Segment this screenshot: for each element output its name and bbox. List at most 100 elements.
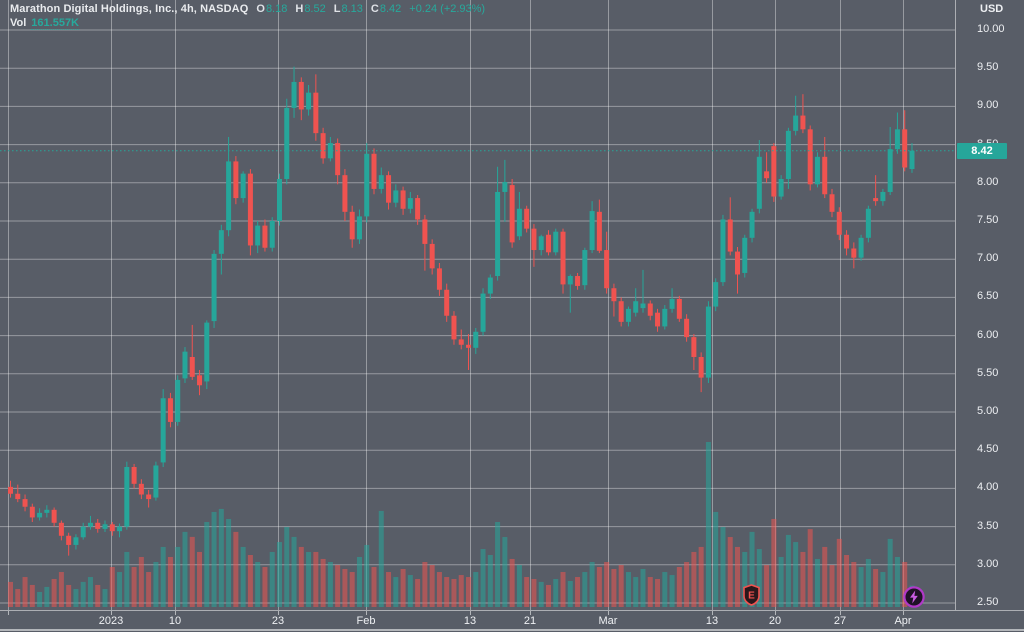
volume-bar bbox=[44, 586, 50, 607]
volume-bar bbox=[436, 572, 442, 607]
candle-body-up bbox=[255, 225, 261, 246]
volume-bar bbox=[596, 567, 602, 607]
volume-bar bbox=[204, 521, 210, 607]
time-tickmark bbox=[278, 611, 279, 615]
volume-value: 161.557K bbox=[31, 17, 80, 30]
volume-bar bbox=[182, 531, 188, 607]
candle-body-down bbox=[386, 175, 392, 203]
candle-body-down bbox=[167, 398, 173, 422]
volume-bar bbox=[87, 577, 93, 607]
volume-bar bbox=[226, 518, 232, 607]
candle-body-up bbox=[364, 153, 370, 217]
candle-body-up bbox=[182, 351, 188, 379]
candle-body-down bbox=[807, 129, 813, 185]
candle-body-up bbox=[327, 143, 333, 159]
candle-body-down bbox=[29, 506, 35, 518]
volume-bar bbox=[255, 561, 261, 607]
volume-bar bbox=[313, 551, 319, 607]
volume-bar bbox=[73, 589, 79, 607]
volume-bar bbox=[742, 551, 748, 607]
price-tick-label: 2.50 bbox=[977, 596, 999, 608]
volume-bar bbox=[415, 579, 421, 607]
volume-bar bbox=[538, 581, 544, 607]
volume-bar bbox=[516, 565, 522, 607]
volume-bar bbox=[218, 508, 224, 607]
candle-body-down bbox=[95, 522, 101, 529]
volume-bar bbox=[386, 572, 392, 607]
ohlc-close: C 8.42 bbox=[370, 3, 402, 15]
volume-bar bbox=[560, 572, 566, 607]
volume-bar bbox=[102, 589, 108, 607]
candle-body-down bbox=[8, 486, 13, 494]
candle-body-down bbox=[66, 535, 72, 545]
candle-body-up bbox=[175, 379, 181, 422]
symbol-title[interactable]: Marathon Digital Holdings, Inc., 4h, NAS… bbox=[10, 3, 249, 15]
price-tick-label: 7.50 bbox=[977, 214, 999, 226]
candle-body-down bbox=[727, 219, 733, 252]
volume-bar bbox=[531, 579, 537, 607]
volume-bar bbox=[211, 511, 217, 607]
candle-body-up bbox=[589, 211, 595, 251]
price-tick-label: 5.50 bbox=[977, 366, 999, 379]
volume-bar bbox=[778, 556, 784, 607]
volume-bar bbox=[647, 577, 653, 607]
time-tickmark bbox=[8, 611, 9, 615]
ohlc-low: L 8.13 bbox=[333, 3, 363, 15]
candle-body-down bbox=[596, 211, 602, 251]
volume-bar bbox=[713, 511, 719, 607]
price-axis[interactable]: USD 10.009.509.008.508.007.507.006.506.0… bbox=[955, 0, 1024, 610]
time-tick-label: Feb bbox=[356, 615, 376, 627]
candle-body-up bbox=[633, 301, 639, 313]
volume-bar bbox=[276, 542, 282, 607]
volume-bar bbox=[807, 529, 813, 607]
volume-bar bbox=[604, 561, 610, 607]
candle-body-up bbox=[582, 250, 588, 286]
candle-body-down bbox=[51, 509, 57, 523]
candle-body-up bbox=[749, 211, 755, 238]
candle-body-up bbox=[211, 253, 217, 322]
candle-body-down bbox=[451, 315, 457, 340]
time-axis[interactable]: 2023 10 23 Feb 13 21 Mar 13 20 27 Apr bbox=[0, 610, 1024, 631]
volume-bar bbox=[720, 527, 726, 607]
volume-bar bbox=[233, 531, 239, 607]
volume-bar bbox=[22, 577, 28, 607]
candle-body-up bbox=[502, 182, 508, 192]
volume-bar bbox=[880, 572, 886, 607]
candle-body-up bbox=[393, 190, 399, 203]
ohlc-high: H 8.52 bbox=[295, 3, 326, 15]
candle-body-down bbox=[138, 483, 144, 495]
time-tickmark bbox=[840, 611, 841, 615]
volume-bar bbox=[284, 527, 290, 607]
candle-body-down bbox=[298, 81, 304, 110]
volume-bar bbox=[429, 565, 435, 607]
earnings-marker-badge[interactable]: E bbox=[742, 584, 761, 611]
candle-body-up bbox=[218, 230, 224, 254]
candle-body-down bbox=[349, 211, 355, 240]
price-tick-label: 4.50 bbox=[977, 443, 999, 456]
volume-bar bbox=[146, 572, 152, 607]
volume-legend[interactable]: Vol 161.557K bbox=[10, 17, 80, 30]
volume-bar bbox=[553, 579, 559, 607]
volume-bar bbox=[8, 581, 13, 607]
volume-bar bbox=[269, 551, 275, 607]
candle-body-up bbox=[567, 276, 573, 285]
flash-marker-badge[interactable] bbox=[902, 585, 926, 614]
chart-legend[interactable]: Marathon Digital Holdings, Inc., 4h, NAS… bbox=[10, 3, 485, 15]
candle-body-down bbox=[611, 288, 617, 302]
candle-body-down bbox=[800, 115, 806, 130]
candle-body-down bbox=[676, 298, 682, 319]
volume-bar bbox=[400, 568, 406, 607]
candle-body-up bbox=[269, 221, 275, 248]
candle-body-up bbox=[669, 298, 675, 309]
candle-body-down bbox=[691, 337, 697, 357]
candle-body-down bbox=[647, 303, 653, 316]
time-tick-label: Mar bbox=[598, 615, 618, 627]
volume-bar bbox=[800, 551, 806, 607]
candle-body-up bbox=[778, 178, 784, 197]
candle-body-down bbox=[247, 173, 253, 246]
volume-bar bbox=[844, 554, 850, 607]
price-tick-label: 4.00 bbox=[977, 481, 999, 494]
volume-bar bbox=[422, 561, 428, 607]
candle-body-up bbox=[153, 465, 159, 498]
